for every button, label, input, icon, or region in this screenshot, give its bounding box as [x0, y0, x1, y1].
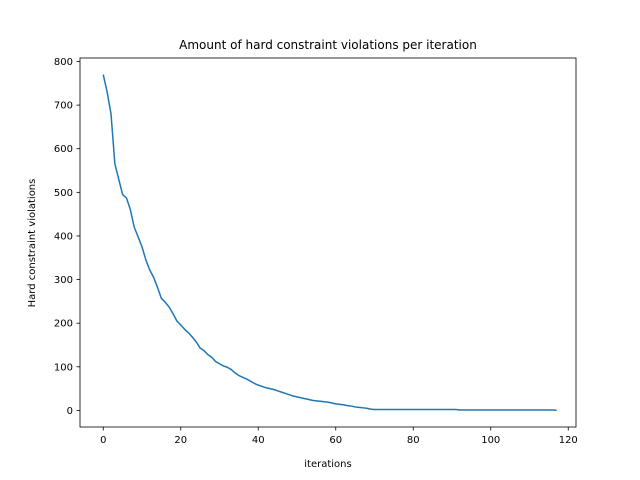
- y-tick-label: 600: [54, 144, 73, 155]
- plot-frame: [79, 57, 577, 428]
- y-tick-label: 0: [67, 406, 73, 417]
- y-tick-label: 100: [54, 362, 73, 373]
- x-tick-label: 100: [481, 435, 500, 446]
- x-tick-label: 80: [407, 435, 420, 446]
- series-line-0: [102, 74, 557, 412]
- y-tick-label: 200: [54, 319, 73, 330]
- x-axis-label: iterations: [304, 459, 351, 470]
- y-axis-label: Hard constraint violations: [27, 179, 38, 308]
- x-tick-label: 60: [329, 435, 342, 446]
- plot-area: 0 20 40 60 80 100 120 0 100 200 300 400 500 600 700 800: [54, 57, 578, 446]
- y-tick-label: 400: [54, 231, 73, 242]
- x-tick-label: 20: [174, 435, 187, 446]
- y-tick-label: 300: [54, 275, 73, 286]
- y-tick-label: 800: [54, 57, 73, 68]
- x-tick-label: 0: [100, 435, 106, 446]
- chart-title: Amount of hard constraint violations per…: [179, 38, 477, 52]
- y-tick-label: 700: [54, 101, 73, 112]
- x-tick-label: 120: [559, 435, 578, 446]
- y-tick-label: 500: [54, 188, 73, 199]
- x-tick-label: 40: [252, 435, 265, 446]
